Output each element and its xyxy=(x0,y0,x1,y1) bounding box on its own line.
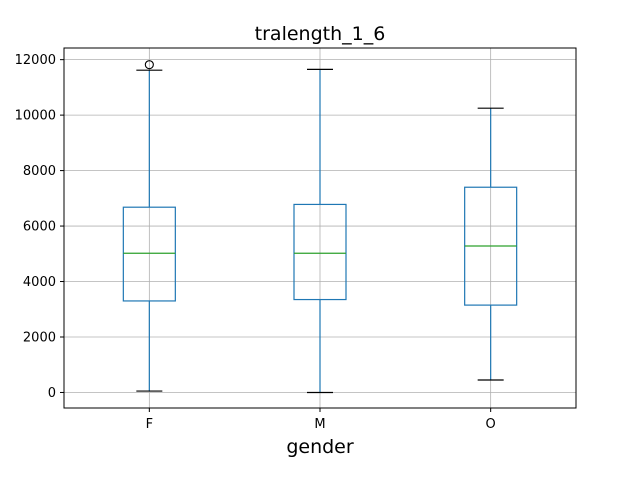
y-tick-label: 4000 xyxy=(23,275,56,290)
axes: 0 2000 4000 6000 8000 10000 12000 F M O xyxy=(15,53,496,432)
iqr-box xyxy=(122,206,176,302)
y-tick-label: 6000 xyxy=(23,220,56,235)
x-axis-label: gender xyxy=(286,436,354,458)
box-F xyxy=(122,60,176,392)
y-tick-label: 12000 xyxy=(15,53,56,68)
x-tick-label: M xyxy=(314,417,325,432)
box-O xyxy=(464,107,518,381)
iqr-box xyxy=(293,203,347,301)
x-tick-label: O xyxy=(486,417,496,432)
x-tick-label: F xyxy=(146,417,153,432)
y-tick-label: 2000 xyxy=(23,330,56,345)
box-M xyxy=(293,68,347,394)
chart-title: tralength_1_6 xyxy=(255,23,386,45)
y-tick-label: 8000 xyxy=(23,164,56,179)
outlier-point xyxy=(144,60,154,70)
y-tick-label: 10000 xyxy=(15,109,56,124)
y-tick-label: 0 xyxy=(48,386,56,401)
box-plots xyxy=(122,60,518,394)
